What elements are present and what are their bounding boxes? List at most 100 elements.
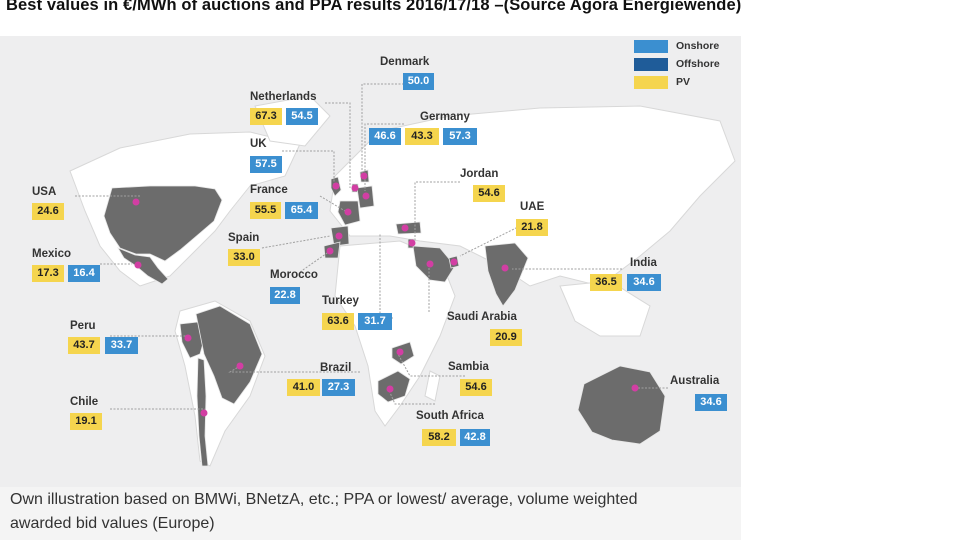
- marker-spain: [335, 232, 343, 240]
- value-onshore-france: 65.4: [285, 202, 318, 219]
- brazil-shape: [195, 305, 263, 405]
- legend-label-pv: PV: [676, 76, 691, 88]
- value-onshore-australia: 34.6: [695, 394, 727, 411]
- caption-line-2: awarded bid values (Europe): [10, 515, 215, 532]
- marker-peru: [184, 334, 192, 342]
- world-map-panel: Onshore Offshore PV Denmark 50.0 Netherl…: [0, 36, 741, 487]
- leader-line-brazil: [228, 365, 360, 373]
- marker-australia: [631, 384, 639, 392]
- marker-india: [501, 264, 509, 272]
- value-pv-peru: 43.7: [68, 337, 100, 354]
- country-label-netherlands: Netherlands: [250, 91, 317, 103]
- marker-denmark: [360, 172, 368, 180]
- country-label-uk: UK: [250, 138, 267, 150]
- country-label-jordan: Jordan: [460, 168, 499, 180]
- legend-swatch-offshore: [634, 58, 668, 71]
- value-onshore-south-africa: 42.8: [460, 429, 490, 446]
- marker-zambia: [396, 348, 404, 356]
- country-label-spain: Spain: [228, 232, 260, 244]
- value-pv-france: 55.5: [250, 202, 281, 219]
- leader-line-zambia: [397, 353, 465, 377]
- legend-label-onshore: Onshore: [676, 40, 720, 52]
- value-pv-brazil: 41.0: [287, 379, 320, 396]
- leader-line-jordan: [414, 181, 460, 242]
- leader-line-uae: [459, 225, 521, 257]
- country-label-mexico: Mexico: [32, 248, 71, 260]
- country-label-chile: Chile: [70, 396, 99, 408]
- saudi-arabia-shape: [412, 245, 456, 283]
- marker-saudi: [426, 260, 434, 268]
- value-onshore-morocco: 22.8: [270, 287, 300, 304]
- madagascar-landmass: [424, 370, 441, 402]
- legend-swatch-onshore: [634, 40, 668, 53]
- value-onshore-denmark: 50.0: [403, 73, 434, 90]
- marker-turkey: [401, 224, 409, 232]
- page-title: Best values in €/MWh of auctions and PPA…: [6, 0, 742, 14]
- country-label-germany: Germany: [420, 111, 470, 123]
- country-label-denmark: Denmark: [380, 56, 430, 68]
- value-pv-india: 36.5: [590, 274, 622, 291]
- value-onshore-germany: 46.6: [369, 128, 401, 145]
- leader-line-france: [319, 195, 346, 212]
- country-label-saudi-arabia: Saudi Arabia: [447, 311, 517, 323]
- country-label-turkey: Turkey: [322, 295, 359, 307]
- country-label-sambia: Sambia: [448, 361, 489, 373]
- mexico-shape: [117, 247, 169, 285]
- country-label-australia: Australia: [670, 375, 720, 387]
- value-offshore-germany: 57.3: [443, 128, 477, 145]
- value-onshore-turkey: 31.7: [358, 313, 392, 330]
- legend-label-offshore: Offshore: [676, 58, 720, 70]
- value-pv-chile: 19.1: [70, 413, 102, 430]
- marker-netherlands: [351, 184, 359, 192]
- value-pv-south-africa: 58.2: [422, 429, 456, 446]
- marker-mexico: [134, 261, 142, 269]
- value-pv-netherlands: 67.3: [250, 108, 282, 125]
- leader-line-south-africa: [387, 387, 435, 405]
- world-map: [69, 83, 736, 467]
- marker-south-africa: [386, 385, 394, 393]
- leader-line-morocco: [299, 250, 331, 273]
- value-pv-germany: 43.3: [405, 128, 439, 145]
- country-label-morocco: Morocco: [270, 269, 318, 281]
- value-onshore-mexico: 16.4: [68, 265, 100, 282]
- country-label-brazil: Brazil: [320, 362, 352, 374]
- value-pv-saudi-arabia: 20.9: [490, 329, 522, 346]
- marker-germany: [362, 192, 370, 200]
- country-label-peru: Peru: [70, 320, 96, 332]
- value-pv-usa: 24.6: [32, 203, 64, 220]
- value-pv-jordan: 54.6: [473, 185, 505, 202]
- marker-brazil: [236, 362, 244, 370]
- marker-uk: [332, 182, 340, 190]
- australia-shape: [577, 365, 666, 445]
- legend-swatch-pv: [634, 76, 668, 89]
- value-onshore-netherlands: 54.5: [286, 108, 318, 125]
- value-onshore-uk: 57.5: [250, 156, 282, 173]
- value-pv-sambia: 54.6: [460, 379, 492, 396]
- value-onshore-brazil: 27.3: [322, 379, 355, 396]
- marker-usa: [132, 198, 140, 206]
- marker-uae: [450, 258, 458, 266]
- caption-box: Own illustration based on BMWi, BNetzA, …: [0, 487, 741, 540]
- leader-line-denmark: [361, 83, 404, 176]
- south-africa-shape: [377, 370, 411, 403]
- usa-shape: [103, 185, 223, 262]
- country-label-south-africa: South Africa: [416, 410, 484, 422]
- leader-line-netherlands: [325, 102, 351, 188]
- country-label-india: India: [630, 257, 657, 269]
- marker-morocco: [326, 247, 334, 255]
- value-onshore-india: 34.6: [627, 274, 661, 291]
- value-pv-spain: 33.0: [228, 249, 260, 266]
- marker-france: [344, 208, 352, 216]
- value-onshore-peru: 33.7: [105, 337, 138, 354]
- leader-line-uk: [282, 150, 335, 184]
- leader-line-germany: [364, 123, 404, 191]
- leader-line-spain: [261, 235, 331, 249]
- country-label-uae: UAE: [520, 201, 545, 213]
- caption-line-1: Own illustration based on BMWi, BNetzA, …: [10, 491, 638, 508]
- value-pv-uae: 21.8: [516, 219, 548, 236]
- marker-chile: [200, 409, 208, 417]
- india-shape: [484, 242, 529, 307]
- europe-asia-landmass: [329, 105, 736, 287]
- marker-jordan: [408, 239, 416, 247]
- country-label-france: France: [250, 184, 288, 196]
